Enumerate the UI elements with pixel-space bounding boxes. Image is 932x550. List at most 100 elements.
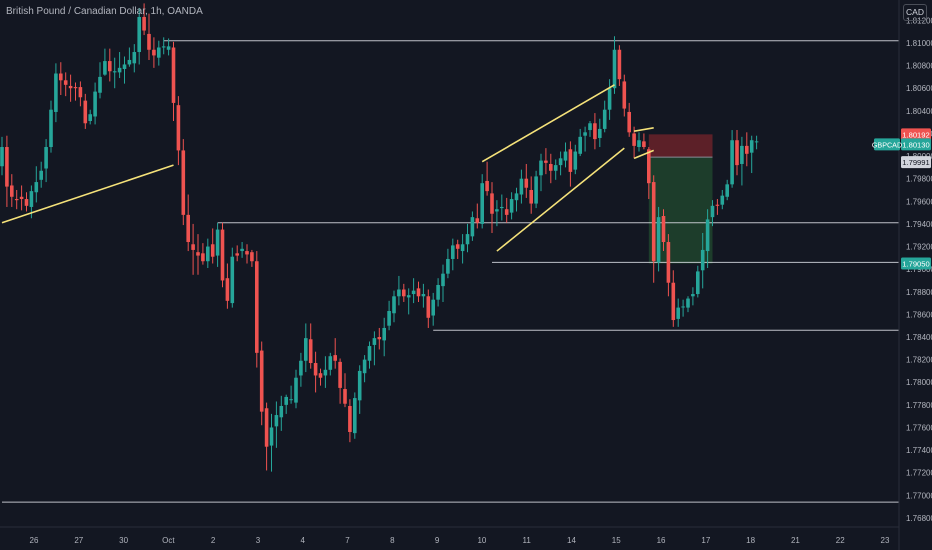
candle-body xyxy=(338,361,342,388)
price-axis[interactable]: 1.812001.810001.808001.806001.804001.802… xyxy=(906,16,932,523)
candle-body xyxy=(5,147,9,187)
candle-body xyxy=(602,109,607,129)
candle-body xyxy=(686,298,690,308)
stop-loss-zone[interactable] xyxy=(648,134,713,158)
trendline-1[interactable] xyxy=(481,84,615,163)
trendline-2[interactable] xyxy=(496,147,625,252)
x-tick-label: 23 xyxy=(881,536,890,545)
x-tick-label: 2 xyxy=(211,536,216,545)
candle-body xyxy=(392,296,396,314)
candle-body xyxy=(705,219,710,252)
currency-button[interactable]: CAD xyxy=(903,4,927,21)
candle xyxy=(127,47,132,67)
candle xyxy=(255,251,259,368)
candle-body xyxy=(573,151,578,170)
candle xyxy=(632,126,636,159)
candle xyxy=(191,223,195,275)
candle xyxy=(460,234,465,264)
x-tick-label: 7 xyxy=(345,536,350,545)
candle xyxy=(563,142,568,168)
candle-body xyxy=(700,249,705,271)
candle xyxy=(647,147,651,200)
candle-body xyxy=(480,183,484,224)
y-tick-label: 1.79800 xyxy=(906,175,932,184)
candle-body xyxy=(161,46,166,48)
candle xyxy=(161,37,166,55)
candle xyxy=(357,365,362,414)
candle-body xyxy=(49,109,53,148)
x-tick-label: Oct xyxy=(162,536,175,545)
candle xyxy=(103,48,107,76)
candle-body xyxy=(318,373,323,378)
candle xyxy=(671,270,676,327)
trendlines xyxy=(1,84,654,252)
candle-body xyxy=(495,209,499,212)
candle-body xyxy=(455,244,460,249)
candle-body xyxy=(34,182,39,193)
candle-body xyxy=(367,346,372,361)
candle xyxy=(749,135,754,174)
candle-body xyxy=(304,338,308,361)
trendline-3[interactable] xyxy=(633,127,654,132)
candle-body xyxy=(431,299,435,316)
candle xyxy=(44,139,48,183)
candle xyxy=(549,153,553,184)
candle-body xyxy=(73,87,78,89)
candle xyxy=(612,36,617,94)
candle-body xyxy=(98,76,102,93)
candle xyxy=(49,100,53,153)
candle xyxy=(367,341,372,369)
time-axis[interactable]: 26 27 30 Oct 2 3 4 7 8 9 10 11 14 15 16 17 18 21 22 23 xyxy=(30,536,890,545)
candle xyxy=(323,356,328,388)
candle-body xyxy=(426,296,431,318)
candle xyxy=(308,323,313,369)
candle-body xyxy=(353,398,357,434)
candle xyxy=(0,136,4,176)
candle xyxy=(10,174,14,207)
candle-body xyxy=(196,252,200,256)
candle xyxy=(617,45,622,86)
candle-body xyxy=(671,282,676,321)
candle-body xyxy=(387,310,391,326)
candle xyxy=(206,238,210,269)
candle-body xyxy=(54,73,58,112)
y-tick-label: 1.78400 xyxy=(906,333,932,342)
candle-body xyxy=(406,295,411,298)
candle xyxy=(539,153,543,192)
candle xyxy=(19,185,24,211)
x-tick-label: 15 xyxy=(612,536,621,545)
candle xyxy=(382,317,386,357)
candle-body xyxy=(607,88,612,110)
candle xyxy=(607,79,612,120)
candle-body xyxy=(112,71,117,73)
candle xyxy=(201,243,205,265)
candle-body xyxy=(157,47,161,58)
x-tick-label: 4 xyxy=(301,536,306,545)
candle xyxy=(181,139,186,226)
candle-body xyxy=(19,196,24,200)
candle-body xyxy=(514,193,519,201)
candle xyxy=(274,401,279,448)
candle-body xyxy=(357,370,362,401)
candle-body xyxy=(490,193,494,214)
candle-body xyxy=(578,136,582,154)
candle xyxy=(93,82,97,125)
candle-body xyxy=(181,150,186,215)
candle-body xyxy=(122,64,127,69)
candle-body xyxy=(617,49,622,80)
candle xyxy=(171,41,176,122)
candle xyxy=(553,159,558,180)
candle-body xyxy=(485,180,489,192)
x-tick-label: 3 xyxy=(256,536,261,545)
candle-body xyxy=(323,369,328,376)
candle xyxy=(318,368,323,386)
x-tick-label: 17 xyxy=(701,536,710,545)
trendline-0[interactable] xyxy=(1,164,174,224)
price-label: 1.80192 xyxy=(901,128,931,141)
trendline-4[interactable] xyxy=(633,149,654,160)
candle xyxy=(230,247,235,308)
candle-body xyxy=(289,399,293,401)
candle xyxy=(196,234,200,275)
candle xyxy=(451,238,455,271)
